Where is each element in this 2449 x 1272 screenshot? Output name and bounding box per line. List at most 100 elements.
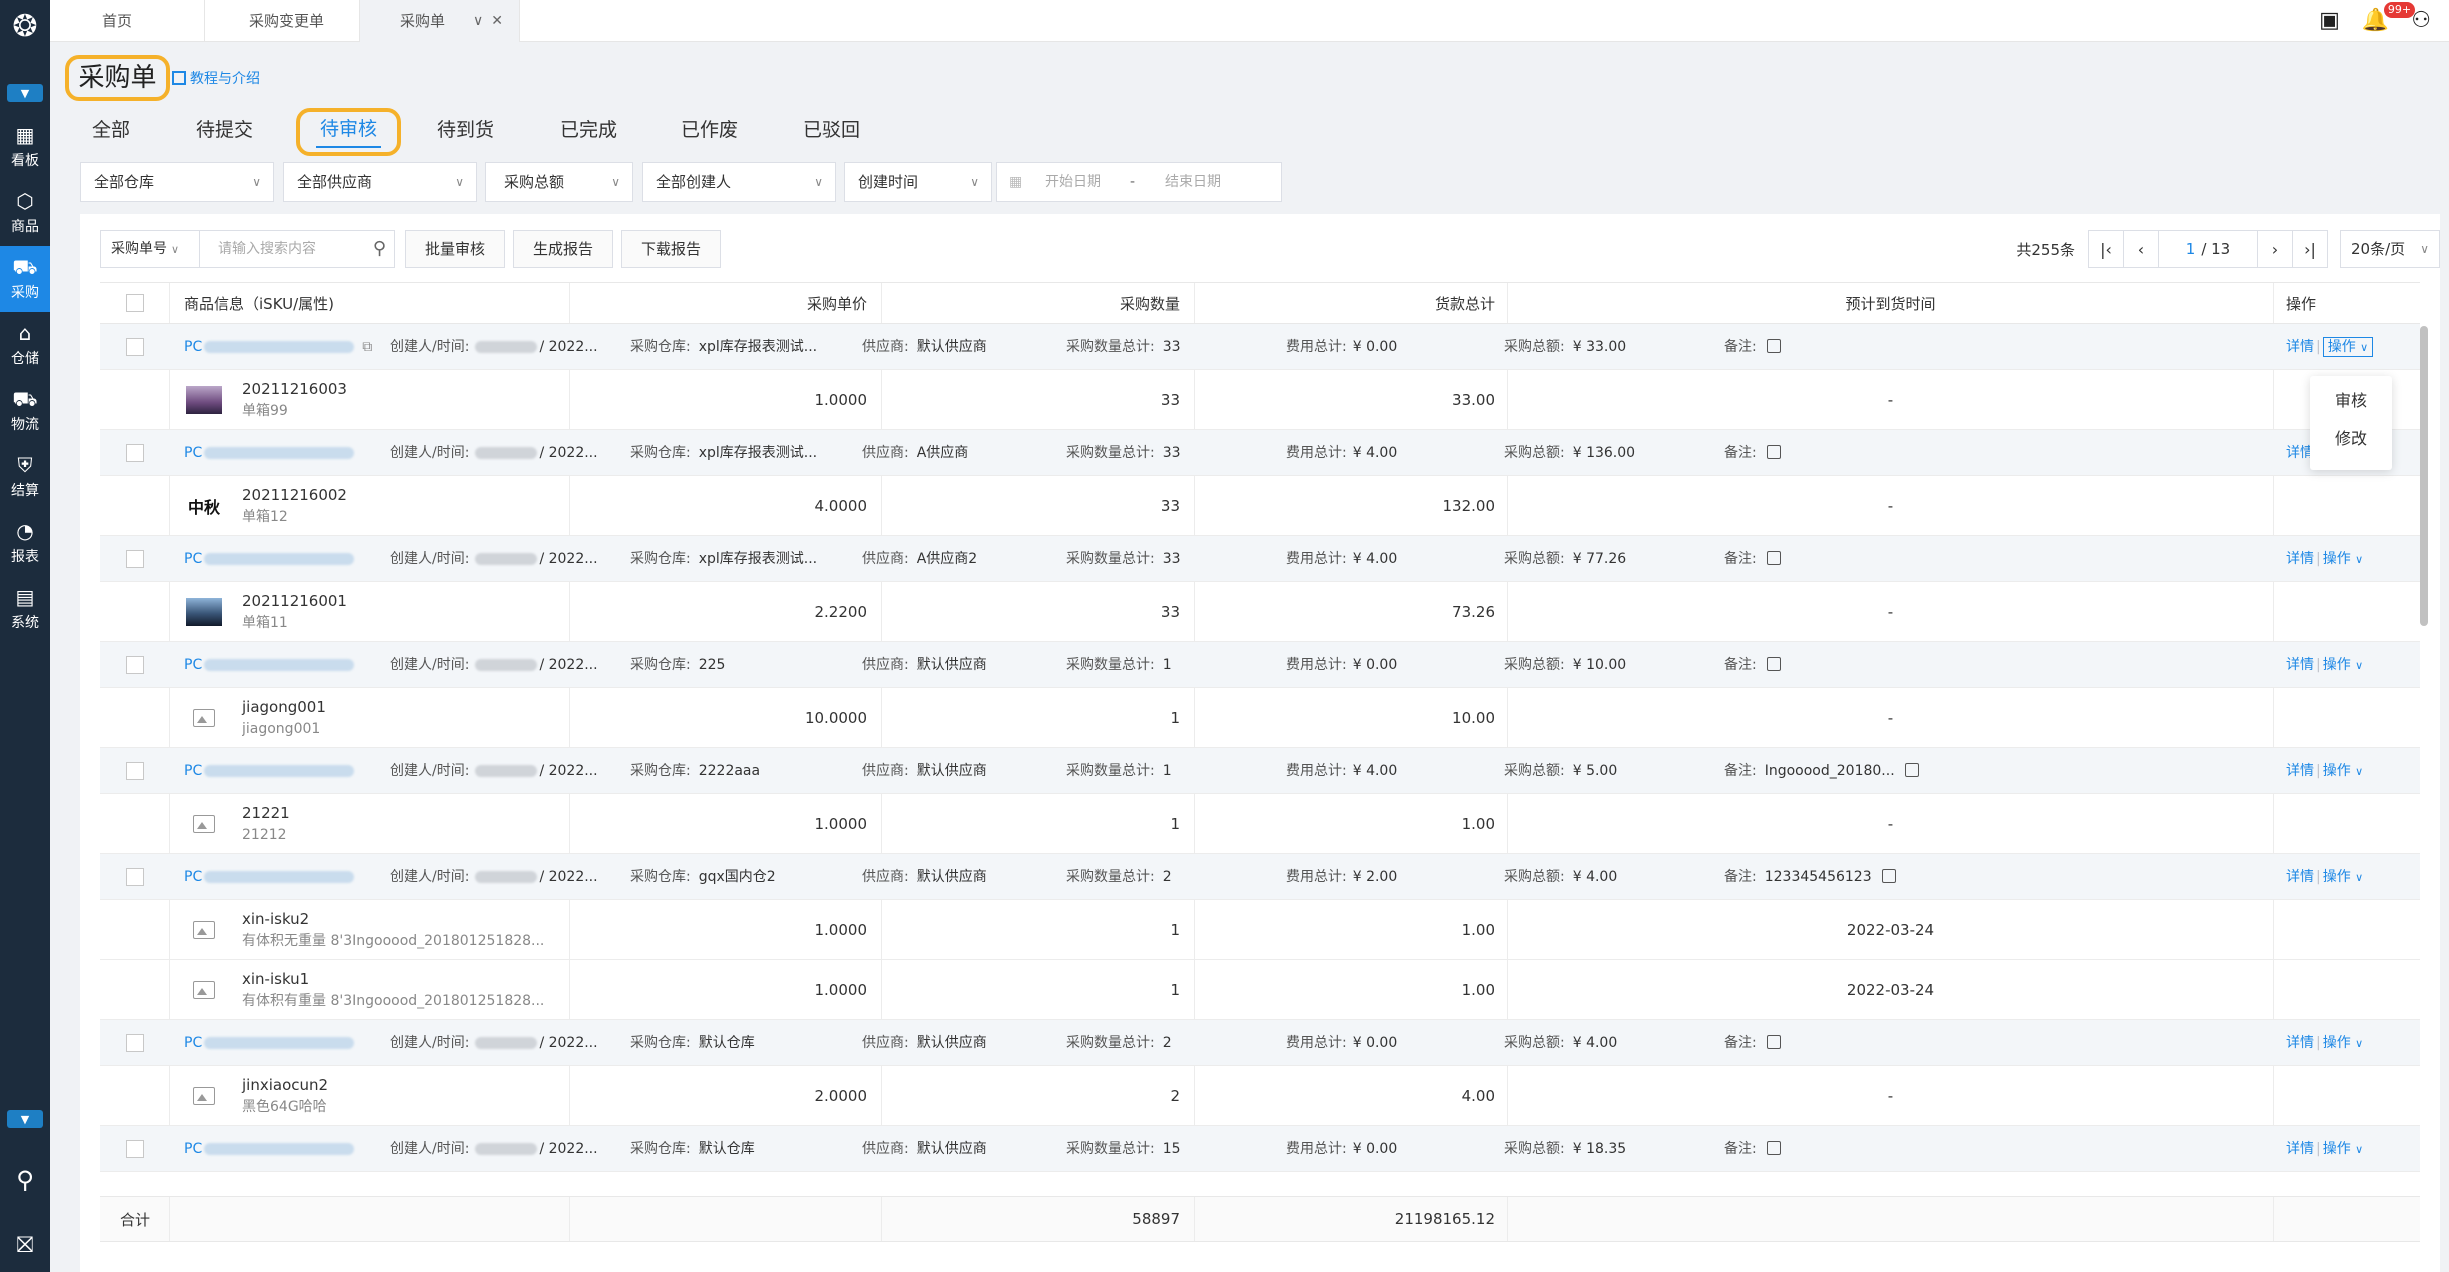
app-logo[interactable]: ❂: [12, 8, 38, 44]
batch-review-button[interactable]: 批量审核: [405, 230, 505, 268]
edit-menu-item[interactable]: 修改: [2334, 429, 2367, 448]
order-qty-total: 1: [1162, 657, 1172, 673]
tab-home[interactable]: 首页: [50, 0, 205, 42]
chevron-down-icon: ∨: [814, 175, 823, 189]
date-range[interactable]: ▦ 开始日期 - 结束日期: [996, 162, 1282, 202]
order-checkbox[interactable]: [126, 444, 144, 462]
page-size-select[interactable]: 20条/页 ∨: [2340, 230, 2440, 268]
tab-purchase-change[interactable]: 采购变更单: [205, 0, 360, 42]
operation-button[interactable]: 操作 ∨: [2322, 869, 2364, 885]
edit-remark-icon[interactable]: [1766, 1035, 1781, 1049]
chevron-down-icon[interactable]: ∨: [473, 13, 492, 29]
sidebar-item-logistics[interactable]: ⛟ 物流: [11, 387, 39, 433]
operation-button[interactable]: 操作 ∨: [2322, 551, 2364, 567]
order-number[interactable]: PC: [184, 748, 384, 794]
tab-rejected[interactable]: 已驳回: [803, 119, 861, 141]
tab-completed[interactable]: 已完成: [560, 119, 618, 141]
operation-button[interactable]: 操作 ∨: [2322, 657, 2364, 673]
edit-remark-icon[interactable]: [1766, 339, 1781, 353]
sidebar-item-warehouse[interactable]: ⌂ 仓储: [11, 321, 39, 367]
warehouse-select[interactable]: 全部仓库 ∨: [80, 162, 274, 202]
start-date-input[interactable]: 开始日期: [1045, 174, 1101, 190]
item-attribute: 有体积有重量 8'3Ingooood_201801251828...: [242, 992, 545, 1009]
order-number[interactable]: PC ⧉: [184, 339, 373, 355]
order-number[interactable]: PC: [184, 642, 384, 688]
gift-icon[interactable]: ⛝: [16, 1232, 34, 1258]
tab-voided[interactable]: 已作废: [681, 119, 739, 141]
bell-icon[interactable]: 🔔 99+: [2362, 2, 2416, 33]
order-checkbox[interactable]: [126, 550, 144, 568]
order-checkbox[interactable]: [126, 338, 144, 356]
search-field-select[interactable]: 采购单号 ∨: [100, 230, 200, 268]
search-input[interactable]: 请输入搜索内容 ⚲: [199, 230, 395, 268]
copy-icon[interactable]: ⧉: [362, 339, 373, 355]
user-avatar-icon[interactable]: ⚇: [2411, 8, 2431, 33]
order-checkbox[interactable]: [126, 762, 144, 780]
generate-report-button[interactable]: 生成报告: [513, 230, 613, 268]
tab-pending-arrival[interactable]: 待到货: [437, 119, 495, 141]
sidebar-item-settlement[interactable]: ⛨ 结算: [11, 453, 39, 499]
order-checkbox[interactable]: [126, 868, 144, 886]
table-scrollbar[interactable]: [2420, 326, 2428, 626]
sidebar-item-system[interactable]: ▤ 系统: [11, 585, 39, 631]
download-report-button[interactable]: 下载报告: [621, 230, 721, 268]
help-icon[interactable]: ⚲: [16, 1166, 34, 1194]
edit-remark-icon[interactable]: [1766, 445, 1781, 459]
detail-link[interactable]: 详情: [2286, 657, 2314, 673]
order-checkbox[interactable]: [126, 656, 144, 674]
edit-remark-icon[interactable]: [1904, 763, 1919, 777]
sidebar-item-dashboard[interactable]: ▦ 看板: [11, 123, 39, 169]
item-price: 2.2200: [570, 582, 882, 641]
detail-link[interactable]: 详情: [2286, 551, 2314, 567]
first-page-button[interactable]: |‹: [2088, 230, 2124, 268]
order-number[interactable]: PC: [184, 430, 384, 476]
close-icon[interactable]: ✕: [491, 13, 511, 29]
supplier-select[interactable]: 全部供应商 ∨: [283, 162, 477, 202]
edit-remark-icon[interactable]: [1881, 869, 1896, 883]
detail-link[interactable]: 详情: [2286, 869, 2314, 885]
order-checkbox[interactable]: [126, 1034, 144, 1052]
page-indicator[interactable]: 1/ 13: [2158, 230, 2258, 268]
select-all-checkbox[interactable]: [125, 294, 144, 312]
detail-link[interactable]: 详情: [2286, 763, 2314, 779]
sidebar-expand-button[interactable]: ▼: [7, 1110, 43, 1128]
tab-pending-submit[interactable]: 待提交: [196, 119, 254, 141]
detail-link[interactable]: 详情: [2286, 445, 2314, 461]
order-number[interactable]: PC: [184, 536, 384, 582]
item-row: 21221 21212 1.0000 1 1.00 -: [100, 794, 2420, 854]
total-select[interactable]: 采购总额 ∨: [485, 162, 633, 202]
detail-link[interactable]: 详情: [2286, 339, 2314, 355]
sidebar-collapse-button[interactable]: ▼: [7, 84, 43, 102]
time-select[interactable]: 创建时间 ∨: [844, 162, 992, 202]
operation-button[interactable]: 操作 ∨: [2322, 1141, 2364, 1157]
sidebar-item-reports[interactable]: ◔ 报表: [11, 519, 39, 565]
order-checkbox[interactable]: [126, 1140, 144, 1158]
tab-purchase-order[interactable]: 采购单 ∨✕: [360, 0, 520, 42]
operation-button[interactable]: 操作 ∨: [2322, 1035, 2364, 1051]
last-page-button[interactable]: ›|: [2292, 230, 2328, 268]
detail-link[interactable]: 详情: [2286, 1035, 2314, 1051]
end-date-input[interactable]: 结束日期: [1165, 174, 1221, 190]
next-page-button[interactable]: ›: [2257, 230, 2293, 268]
purchase-table: 商品信息（iSKU/属性) 采购单价 采购数量 货款总计 预计到货时间 操作 P…: [100, 282, 2420, 1196]
creator-select[interactable]: 全部创建人 ∨: [642, 162, 836, 202]
order-number[interactable]: PC: [184, 1126, 384, 1172]
edit-remark-icon[interactable]: [1766, 551, 1781, 565]
search-icon[interactable]: ⚲: [372, 238, 386, 259]
prev-page-button[interactable]: ‹: [2123, 230, 2159, 268]
edit-remark-icon[interactable]: [1766, 1141, 1781, 1155]
review-menu-item[interactable]: 审核: [2334, 391, 2367, 410]
operation-button[interactable]: 操作 ∨: [2322, 763, 2364, 779]
tab-all[interactable]: 全部: [92, 119, 131, 141]
detail-link[interactable]: 详情: [2286, 1141, 2314, 1157]
tutorial-link[interactable]: 教程与介绍: [172, 68, 260, 88]
tab-pending-review[interactable]: 待审核: [296, 108, 402, 156]
operation-button[interactable]: 操作 ∨: [2322, 337, 2374, 357]
sidebar-item-products[interactable]: ⬡ 商品: [11, 189, 39, 235]
edit-remark-icon[interactable]: [1766, 657, 1781, 671]
truck-icon: ⛟: [12, 387, 38, 411]
order-number[interactable]: PC: [184, 854, 384, 900]
sidebar-item-purchase[interactable]: ⛟ 采购: [0, 246, 50, 312]
order-number[interactable]: PC: [184, 1020, 384, 1066]
notes-icon[interactable]: ▣: [2319, 8, 2340, 33]
